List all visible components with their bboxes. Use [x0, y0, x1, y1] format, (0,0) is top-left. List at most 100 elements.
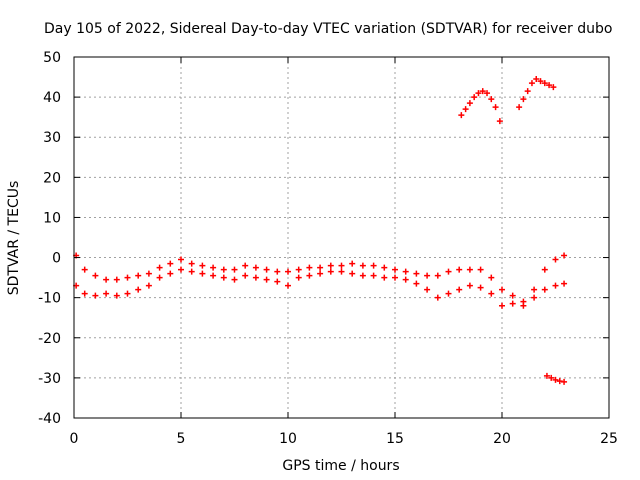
- data-point: [338, 262, 345, 269]
- chart-title: Day 105 of 2022, Sidereal Day-to-day VTE…: [44, 21, 612, 37]
- data-point: [327, 268, 334, 275]
- data-point: [548, 374, 555, 381]
- data-point: [541, 80, 548, 87]
- data-point: [274, 268, 281, 275]
- data-point: [263, 266, 270, 273]
- grid: [74, 57, 609, 418]
- data-point: [466, 282, 473, 289]
- data-point: [242, 272, 249, 279]
- data-point: [520, 302, 527, 309]
- data-point: [135, 286, 142, 293]
- data-point: [445, 290, 452, 297]
- data-point: [306, 272, 313, 279]
- series-main-band-upper: [73, 252, 568, 305]
- data-point: [456, 286, 463, 293]
- data-point: [561, 252, 568, 259]
- data-point: [445, 268, 452, 275]
- series-arc-2: [516, 76, 557, 111]
- data-point: [462, 106, 469, 113]
- data-point: [424, 286, 431, 293]
- x-tick-label: 0: [70, 431, 79, 447]
- data-point: [145, 270, 152, 277]
- data-point: [199, 270, 206, 277]
- data-point: [496, 118, 503, 125]
- y-tick-label: 10: [43, 210, 61, 226]
- data-point: [359, 262, 366, 269]
- data-point: [477, 266, 484, 273]
- data-point: [124, 290, 131, 297]
- data-point: [145, 282, 152, 289]
- data-point: [231, 266, 238, 273]
- y-tick-label: -40: [38, 411, 61, 427]
- x-tick-label: 10: [279, 431, 297, 447]
- data-point: [317, 270, 324, 277]
- data-point: [103, 290, 110, 297]
- data-point: [509, 292, 516, 299]
- x-tick-label: 15: [386, 431, 404, 447]
- data-point: [543, 372, 550, 379]
- data-point: [556, 378, 563, 385]
- series-low-segment: [543, 372, 568, 385]
- data-point: [156, 274, 163, 281]
- data-point: [103, 276, 110, 283]
- y-axis-title: SDTVAR / TECUs: [6, 181, 22, 296]
- data-point: [285, 282, 291, 289]
- data-point: [424, 272, 431, 279]
- data-point: [178, 256, 184, 263]
- x-axis-title: GPS time / hours: [282, 458, 399, 474]
- data-point: [392, 274, 398, 281]
- data-point: [252, 264, 259, 271]
- data-point: [381, 264, 388, 271]
- data-point: [338, 268, 345, 275]
- plot-frame: [73, 56, 610, 419]
- data-point: [531, 286, 538, 293]
- data-point: [561, 280, 568, 287]
- data-point: [188, 260, 195, 267]
- y-tick-label: 0: [52, 251, 61, 267]
- data-point: [210, 272, 217, 279]
- series-main-band-lower: [73, 266, 568, 309]
- series-arc-1: [458, 88, 503, 125]
- x-tick-label: 25: [600, 431, 618, 447]
- data-point: [285, 268, 291, 275]
- data-point: [434, 272, 441, 279]
- y-tick-label: 30: [43, 130, 61, 146]
- data-point: [552, 376, 559, 383]
- data-point: [456, 266, 463, 273]
- data-point: [295, 266, 302, 273]
- data-point: [167, 260, 174, 267]
- data-point: [531, 294, 538, 301]
- data-point: [509, 300, 516, 307]
- data-point: [471, 94, 478, 101]
- data-point: [349, 270, 356, 277]
- data-point: [349, 260, 356, 267]
- data-point: [484, 90, 491, 97]
- data-point: [458, 112, 465, 119]
- y-tick-label: 40: [43, 90, 61, 106]
- data-point: [274, 278, 281, 285]
- data-point: [242, 262, 249, 269]
- y-tick-label: -20: [38, 331, 61, 347]
- data-point: [413, 280, 420, 287]
- data-point: [546, 82, 553, 89]
- data-point: [81, 266, 88, 273]
- data-point: [488, 96, 495, 103]
- data-point: [541, 286, 548, 293]
- data-point: [499, 302, 505, 309]
- data-point: [113, 292, 120, 299]
- data-point: [392, 266, 398, 273]
- data-point: [434, 294, 441, 301]
- data-point: [552, 282, 559, 289]
- x-tick-label: 20: [493, 431, 511, 447]
- data-point: [550, 84, 557, 91]
- data-point: [135, 272, 142, 279]
- data-point: [466, 266, 473, 273]
- y-tick-label: -30: [38, 371, 61, 387]
- data-point: [327, 262, 334, 269]
- axis-ticks: [73, 56, 610, 419]
- data-point: [492, 104, 499, 111]
- data-point: [413, 270, 420, 277]
- data-point: [113, 276, 120, 283]
- data-point: [499, 286, 505, 293]
